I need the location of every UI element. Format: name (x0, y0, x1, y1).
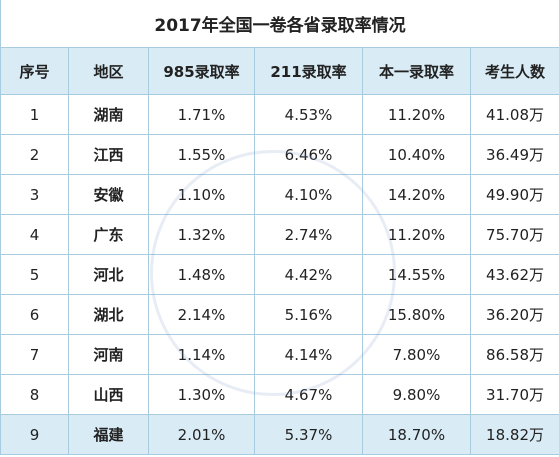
table-cell: 2 (0, 134, 69, 175)
table-cell: 4.14% (254, 334, 363, 375)
table-cell: 5.16% (254, 294, 363, 335)
header-cell: 序号 (0, 47, 69, 95)
table-cell: 11.20% (362, 214, 471, 255)
header-cell: 地区 (68, 47, 149, 95)
table-cell: 1.55% (148, 134, 255, 175)
table-cell: 14.20% (362, 174, 471, 215)
table-cell: 41.08万 (469, 94, 559, 135)
table-cell: 18.70% (362, 414, 471, 455)
table-cell: 2.74% (254, 214, 363, 255)
table-cell: 31.70万 (469, 374, 559, 415)
region-cell: 安徽 (68, 174, 149, 215)
table-cell: 2.01% (148, 414, 255, 455)
table-cell: 4.53% (254, 94, 363, 135)
table-cell: 7 (0, 334, 69, 375)
table-cell: 4.10% (254, 174, 363, 215)
table-cell: 1.48% (148, 254, 255, 295)
region-cell: 河北 (68, 254, 149, 295)
table-cell: 4.67% (254, 374, 363, 415)
table-cell: 1.14% (148, 334, 255, 375)
header-cell: 211录取率 (254, 47, 363, 95)
table-row: 4 广东 1.32% 2.74% 11.20% 75.70万 (0, 214, 559, 255)
table-cell: 75.70万 (469, 214, 559, 255)
table-cell: 14.55% (362, 254, 471, 295)
table-cell: 1.10% (148, 174, 255, 215)
table-row: 5 河北 1.48% 4.42% 14.55% 43.62万 (0, 254, 559, 295)
table-cell: 8 (0, 374, 69, 415)
region-cell: 湖南 (68, 94, 149, 135)
region-cell: 河南 (68, 334, 149, 375)
table-cell: 10.40% (362, 134, 471, 175)
table-cell: 86.58万 (469, 334, 559, 375)
table-cell: 1.71% (148, 94, 255, 135)
table-cell: 49.90万 (469, 174, 559, 215)
table-body: 1 湖南 1.71% 4.53% 11.20% 41.08万 2 江西 1.55% 6.46% 10… (0, 94, 559, 455)
header-cell: 考生人数 (469, 47, 559, 95)
region-cell: 广东 (68, 214, 149, 255)
table-cell: 18.82万 (469, 414, 559, 455)
table-cell: 3 (0, 174, 69, 215)
table-cell: 5 (0, 254, 69, 295)
table-cell: 36.20万 (469, 294, 559, 335)
table-row: 1 湖南 1.71% 4.53% 11.20% 41.08万 (0, 94, 559, 135)
table-cell: 15.80% (362, 294, 471, 335)
table-cell: 4 (0, 214, 69, 255)
table-cell: 1.32% (148, 214, 255, 255)
table-cell: 11.20% (362, 94, 471, 135)
header-cell: 本一录取率 (362, 47, 471, 95)
table-cell: 4.42% (254, 254, 363, 295)
header-cell: 985录取率 (148, 47, 255, 95)
table-cell: 36.49万 (469, 134, 559, 175)
table-cell: 1 (0, 94, 69, 135)
table-cell: 43.62万 (469, 254, 559, 295)
table-row: 7 河南 1.14% 4.14% 7.80% 86.58万 (0, 334, 559, 375)
table-row: 6 湖北 2.14% 5.16% 15.80% 36.20万 (0, 294, 559, 335)
region-cell: 山西 (68, 374, 149, 415)
table-cell: 5.37% (254, 414, 363, 455)
region-cell: 江西 (68, 134, 149, 175)
table-cell: 6.46% (254, 134, 363, 175)
table-cell: 9.80% (362, 374, 471, 415)
region-cell: 湖北 (68, 294, 149, 335)
region-cell: 福建 (68, 414, 149, 455)
table-row: 9 福建 2.01% 5.37% 18.70% 18.82万 (0, 414, 559, 455)
table-cell: 9 (0, 414, 69, 455)
table-cell: 1.30% (148, 374, 255, 415)
table-row: 3 安徽 1.10% 4.10% 14.20% 49.90万 (0, 174, 559, 215)
header-row: 序号 地区 985录取率 211录取率 本一录取率 考生人数 (0, 47, 559, 95)
table-cell: 6 (0, 294, 69, 335)
table-title: 2017年全国一卷各省录取率情况 (0, 0, 559, 48)
table-row: 8 山西 1.30% 4.67% 9.80% 31.70万 (0, 374, 559, 415)
table-cell: 7.80% (362, 334, 471, 375)
table-cell: 2.14% (148, 294, 255, 335)
table-row: 2 江西 1.55% 6.46% 10.40% 36.49万 (0, 134, 559, 175)
